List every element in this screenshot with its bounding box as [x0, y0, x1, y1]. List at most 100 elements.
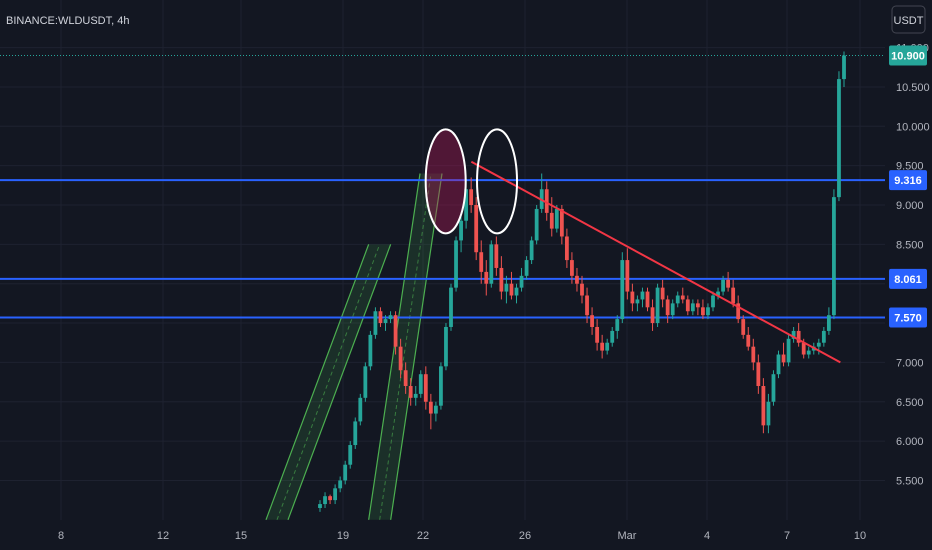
candle-93 [786, 334, 791, 367]
currency-button[interactable]: USDT [891, 5, 926, 34]
currency-label: USDT [894, 15, 924, 27]
candle-12 [378, 307, 383, 327]
candle-70 [670, 299, 675, 320]
candle-17 [403, 362, 408, 394]
price-badge-1: 9.316 [889, 170, 927, 191]
candle-body [479, 252, 484, 272]
candle-43 [534, 205, 539, 245]
candle-73 [685, 295, 690, 316]
candle-36 [499, 256, 504, 300]
candle-91 [776, 350, 781, 379]
y-tick-label-10: 10.500 [896, 82, 930, 94]
candle-13 [383, 315, 388, 331]
candle-71 [675, 291, 680, 308]
candle-body [625, 260, 630, 292]
candle-body [418, 374, 423, 394]
candle-body [328, 496, 332, 501]
candle-body [781, 354, 786, 363]
candle-body [499, 267, 504, 292]
candle-68 [660, 279, 665, 308]
candle-body [670, 303, 675, 316]
candle-15 [393, 311, 398, 355]
candle-52 [580, 275, 584, 304]
candle-body [378, 311, 383, 324]
candle-30 [469, 177, 474, 213]
candle-body [837, 79, 841, 198]
candle-body [454, 240, 458, 288]
candle-body [716, 291, 720, 296]
candle-102 [832, 189, 836, 320]
candle-19 [413, 386, 418, 406]
x-tick-label-8: 7 [784, 530, 790, 542]
channel-mid-1 [379, 173, 432, 520]
candle-65 [645, 287, 650, 312]
candle-42 [529, 236, 534, 265]
candle-20 [418, 370, 423, 398]
candle-1 [323, 492, 327, 508]
currency-button-frame [891, 5, 926, 34]
candle-72 [680, 287, 685, 304]
highlight-ellipse-1 [476, 128, 519, 235]
candle-body [383, 319, 388, 324]
candle-body [630, 291, 635, 304]
candle-54 [590, 307, 594, 335]
price-badge-label: 7.570 [894, 313, 922, 325]
candle-body [806, 350, 811, 355]
candle-body [746, 334, 751, 347]
candle-body [721, 279, 725, 292]
candle-body [645, 291, 650, 308]
candle-body [585, 295, 589, 316]
candle-81 [726, 271, 731, 292]
candle-body [635, 299, 640, 304]
candle-body [796, 330, 801, 343]
candle-55 [595, 319, 600, 351]
candle-0 [318, 500, 322, 512]
candle-body [610, 330, 615, 343]
candle-85 [746, 326, 751, 351]
y-tick-label-3: 7.000 [896, 357, 924, 369]
candle-25 [444, 323, 448, 371]
time-axis[interactable]: 8 12 15 19 22 26 Mar 4 7 10 [58, 530, 866, 542]
candle-84 [741, 315, 746, 339]
candle-body [534, 208, 539, 241]
candle-97 [806, 346, 811, 359]
candle-10 [368, 330, 373, 371]
candle-body [368, 334, 373, 367]
price-badges: 10.900 9.316 8.061 7.570 [889, 45, 927, 328]
candle-body [690, 303, 695, 312]
candle-80 [721, 275, 725, 296]
candle-4 [338, 476, 343, 493]
candle-body [428, 401, 433, 414]
candle-body [459, 220, 463, 241]
price-badge-3: 7.570 [889, 307, 927, 328]
candle-body [731, 287, 736, 304]
candle-body [751, 346, 756, 363]
candle-69 [665, 295, 670, 324]
price-badge-2: 8.061 [889, 268, 927, 289]
candle-61 [625, 248, 630, 300]
candle-body [489, 244, 494, 284]
candle-body [444, 326, 448, 367]
candle-body [605, 342, 610, 351]
candle-body [408, 386, 413, 398]
candle-body [685, 299, 690, 312]
candle-body [650, 307, 655, 324]
candle-60 [620, 252, 625, 324]
candle-56 [600, 334, 605, 359]
candle-body [600, 342, 605, 351]
x-tick-label-1: 12 [157, 530, 169, 542]
candle-21 [423, 366, 428, 410]
candle-body [509, 283, 514, 296]
candle-66 [650, 299, 655, 331]
candle-body [449, 287, 453, 327]
candle-95 [796, 323, 801, 347]
x-tick-label-0: 8 [58, 530, 64, 542]
candle-82 [731, 279, 736, 308]
candle-39 [514, 283, 519, 304]
candle-7 [353, 417, 358, 449]
price-badge-box [889, 170, 927, 191]
candle-9 [363, 362, 368, 402]
candle-body [826, 315, 831, 331]
trend-layer [470, 160, 841, 364]
